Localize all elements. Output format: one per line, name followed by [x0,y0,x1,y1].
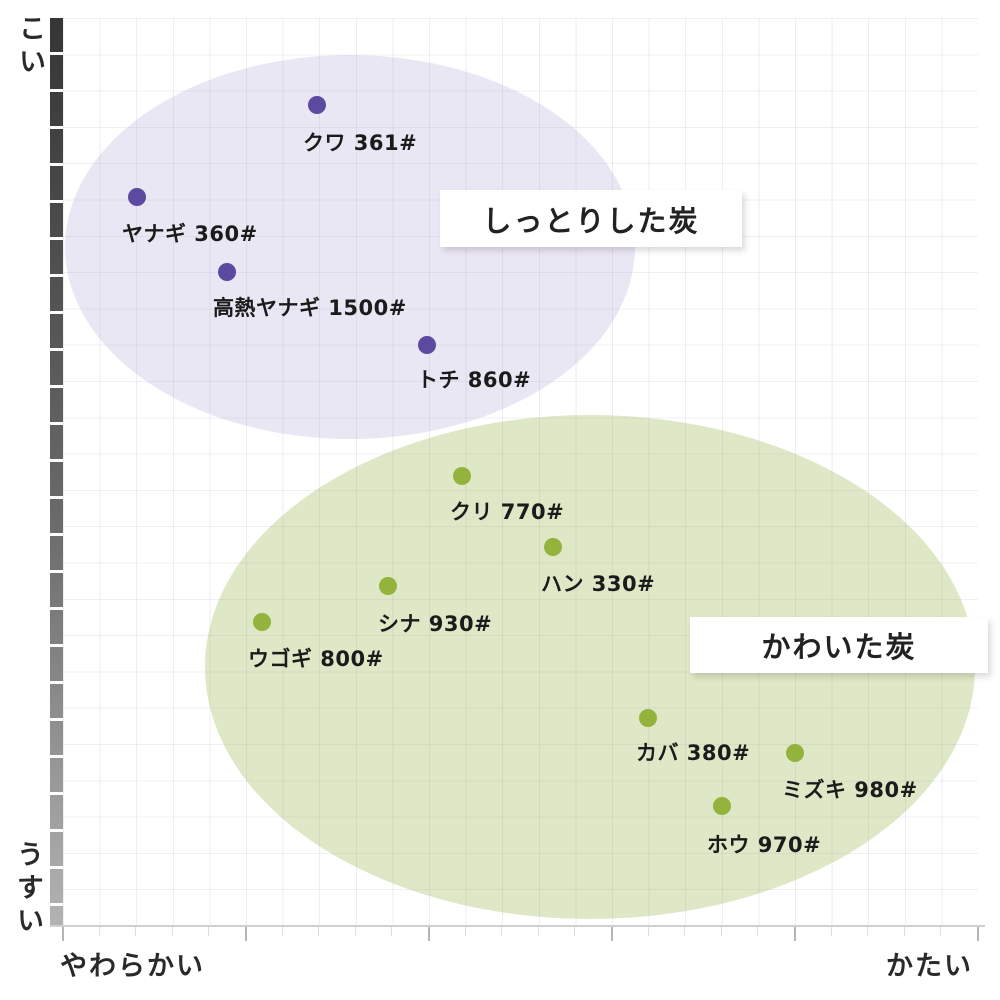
x-axis-minor-tick [318,927,319,936]
x-axis-minor-tick [172,927,173,936]
x-axis-minor-tick [721,927,722,936]
x-axis-minor-tick [574,927,575,936]
x-axis-major-tick [428,927,430,941]
data-point-label: ホウ 970# [707,833,822,857]
x-axis-minor-tick [465,927,466,936]
y-axis-bar [50,18,63,927]
data-point-label: ウゴギ 800# [248,647,384,671]
data-point-label: ハン 330# [541,572,656,596]
data-point-dot [128,188,146,206]
data-point-label: クリ 770# [450,500,565,524]
x-axis-minor-tick [831,927,832,936]
x-axis-line [50,925,985,927]
x-axis-minor-tick [940,927,941,936]
data-point-label: トチ 860# [417,368,532,392]
x-axis-minor-tick [99,927,100,936]
x-axis-minor-tick [538,927,539,936]
x-axis-major-tick [245,927,247,941]
data-point-label: カバ 380# [636,741,751,765]
x-axis-minor-tick [757,927,758,936]
x-axis-minor-tick [501,927,502,936]
x-axis-minor-tick [904,927,905,936]
data-point-label: ミズキ 980# [782,778,918,802]
y-axis-bottom-label: うすい [12,840,43,939]
x-axis-minor-tick [208,927,209,936]
x-axis-major-tick [62,927,64,941]
data-point-label: ヤナギ 360# [122,222,258,246]
data-point-dot [418,336,436,354]
data-point-dot [253,613,271,631]
data-point-dot [786,744,804,762]
data-point-dot [308,96,326,114]
x-axis-left-label: やわらかい [60,951,205,982]
x-axis-minor-tick [648,927,649,936]
x-axis-right-label: かたい [886,951,973,982]
x-axis-minor-tick [282,927,283,936]
data-point-dot [379,577,397,595]
data-point-dot [544,538,562,556]
data-point-label: クワ 361# [303,131,418,155]
x-axis-minor-tick [135,927,136,936]
cluster-title-dry: かわいた炭 [690,617,988,673]
x-axis-major-tick [611,927,613,941]
data-point-label: 高熱ヤナギ 1500# [213,296,407,320]
data-point-dot [218,263,236,281]
x-axis-major-tick [794,927,796,941]
data-point-dot [713,797,731,815]
x-axis-minor-tick [684,927,685,936]
x-axis-minor-tick [391,927,392,936]
data-point-dot [639,709,657,727]
y-axis-top-label: こい [14,14,45,80]
x-axis-minor-tick [355,927,356,936]
data-point-dot [453,467,471,485]
x-axis-major-tick [977,927,979,941]
x-axis-minor-tick [867,927,868,936]
cluster-title-moist: しっとりした炭 [440,190,742,247]
data-point-label: シナ 930# [378,612,493,636]
cluster-ellipse-moist [65,55,635,439]
